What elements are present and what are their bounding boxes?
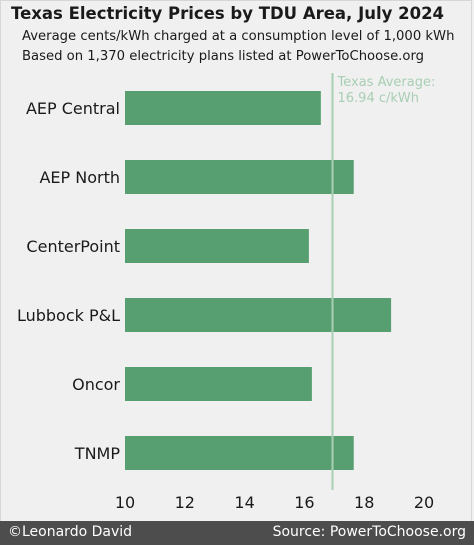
bar-0 <box>125 91 321 125</box>
footer-credit: ©Leonardo David <box>8 524 133 540</box>
category-label-1: AEP North <box>39 168 120 187</box>
chart-subtitle-line-1: Average cents/kWh charged at a consumpti… <box>22 29 455 44</box>
x-tick-label-0: 10 <box>115 493 135 512</box>
footer-bar: ©Leonardo David Source: PowerToChoose.or… <box>0 521 474 545</box>
chart-title: Texas Electricity Prices by TDU Area, Ju… <box>11 4 445 23</box>
x-tick-label-1: 12 <box>175 493 195 512</box>
bar-5 <box>125 436 354 470</box>
x-tick-label-5: 20 <box>414 493 434 512</box>
x-tick-label-4: 18 <box>354 493 374 512</box>
x-tick-label-2: 14 <box>234 493 254 512</box>
bar-chart: AEP Central AEP North CenterPoint Lubbock P… <box>17 73 436 512</box>
chart-subtitle-line-2: Based on 1,370 electricity plans listed … <box>22 49 425 64</box>
bar-1 <box>125 160 354 194</box>
category-label-2: CenterPoint <box>26 237 120 256</box>
category-label-3: Lubbock P&L <box>17 306 120 325</box>
bar-3 <box>125 298 392 332</box>
average-label-line-0: Texas Average: <box>337 75 436 90</box>
category-label-4: Oncor <box>72 375 120 394</box>
category-label-5: TNMP <box>74 444 121 463</box>
bar-4 <box>125 367 312 401</box>
bar-2 <box>125 229 309 263</box>
category-label-0: AEP Central <box>26 99 120 118</box>
footer-source: Source: PowerToChoose.org <box>272 524 466 540</box>
x-tick-label-3: 16 <box>294 493 314 512</box>
average-label-line-1: 16.94 c/kWh <box>338 91 420 106</box>
